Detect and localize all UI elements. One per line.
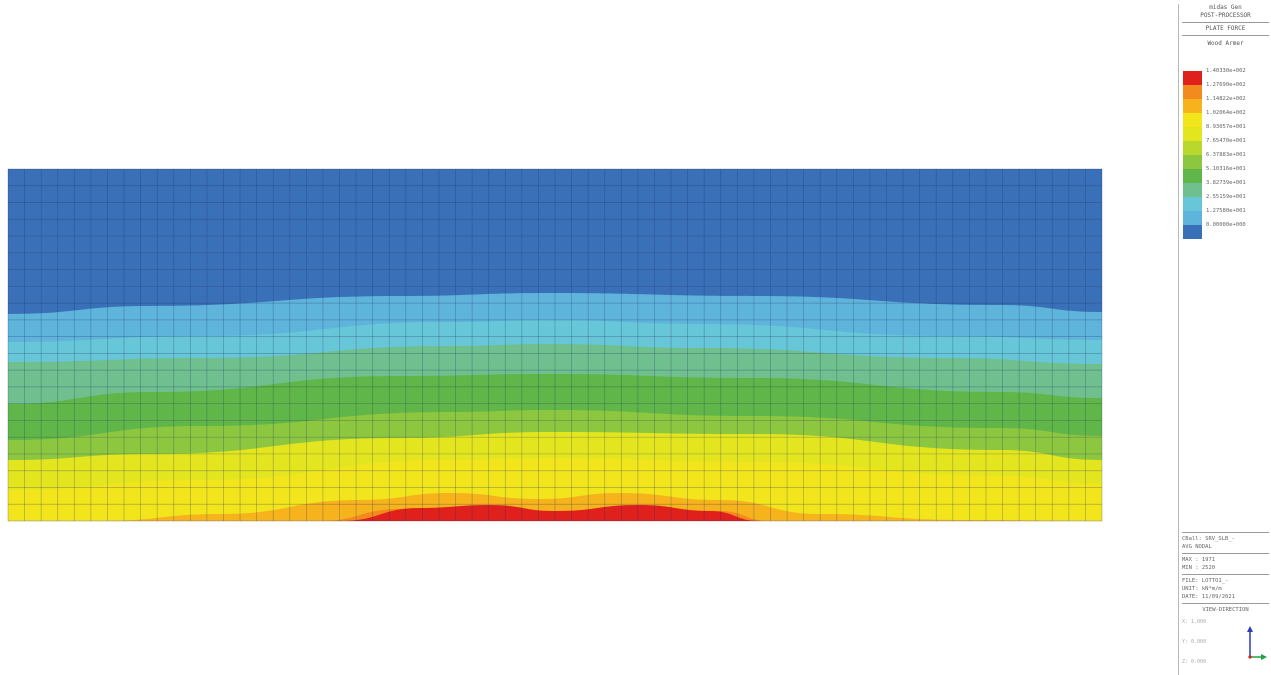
info-line: DATE: 11/09/2021 (1182, 594, 1235, 600)
info-line: MIN : 2520 (1182, 565, 1216, 571)
legend-swatch (1183, 127, 1202, 141)
legend-row: 1.27580e+001 (1182, 208, 1271, 225)
legend-swatch (1183, 71, 1202, 85)
legend-value: 1.40330e+002 (1206, 68, 1246, 74)
legend-swatch (1183, 197, 1202, 211)
legend-swatch (1183, 211, 1202, 225)
info-line: AVG NODAL (1182, 544, 1212, 550)
legend-swatch (1183, 155, 1202, 169)
legend-swatch (1183, 99, 1202, 113)
result-component: Wood Armer (1207, 40, 1244, 47)
legend-row: 1.02064e+002 (1182, 110, 1271, 127)
panel-separator (1178, 4, 1179, 675)
model-viewport[interactable] (0, 0, 1170, 675)
info-divider (1182, 532, 1269, 533)
info-divider (1182, 603, 1269, 604)
legend-row: 7.65470e+001 (1182, 138, 1271, 155)
legend-value: 1.14822e+002 (1206, 96, 1246, 102)
legend-swatch (1183, 113, 1202, 127)
info-line: MAX : 1971 (1182, 557, 1216, 563)
axis-z-value: Z: 0.000 (1182, 659, 1207, 665)
axis-triad-icon (1247, 626, 1267, 660)
legend-swatch (1183, 85, 1202, 99)
contour-plot (7, 168, 1103, 522)
view-direction-label: VIEW-DIRECTION (1202, 607, 1249, 613)
legend-row: 1.14822e+002 (1182, 96, 1271, 113)
legend-value: 6.37883e+001 (1206, 152, 1246, 158)
legend-value: 0.00000e+000 (1206, 222, 1246, 228)
legend-swatch (1183, 183, 1202, 197)
result-info: CBall: SRV_SLB_- AVG NODAL MAX : 1971 MI… (1180, 530, 1271, 614)
legend-row: 3.82739e+001 (1182, 180, 1271, 197)
axis-y-value: Y: 0.000 (1182, 639, 1207, 645)
info-line: CBall: SRV_SLB_- (1182, 536, 1235, 542)
contour-band (8, 458, 1102, 521)
axis-x-value: X: 1.000 (1182, 619, 1207, 625)
info-line: FILE: LOTTO1_- (1182, 578, 1229, 584)
header-divider (1182, 22, 1269, 23)
header-divider (1182, 35, 1269, 36)
legend-row: 2.55159e+001 (1182, 194, 1271, 211)
legend-row: 0.00000e+000 (1182, 222, 1271, 239)
legend-value: 7.65470e+001 (1206, 138, 1246, 144)
contour-band-max (8, 505, 1102, 521)
app-name: midas Gen (1209, 4, 1242, 11)
legend-value: 8.93057e+001 (1206, 124, 1246, 130)
legend-swatch (1183, 169, 1202, 183)
info-divider (1182, 553, 1269, 554)
legend-swatch (1183, 225, 1202, 239)
result-type: PLATE FORCE (1205, 25, 1246, 32)
legend-row: 1.27690e+002 (1182, 82, 1271, 99)
legend-row: 6.37883e+001 (1182, 152, 1271, 169)
legend-value: 1.27580e+001 (1206, 208, 1246, 214)
post-processor-panel: midas Gen POST-PROCESSOR PLATE FORCE Woo… (1180, 4, 1271, 675)
legend-row: 5.10316e+001 (1182, 166, 1271, 183)
module-name: POST-PROCESSOR (1200, 12, 1251, 19)
view-direction-box: X: 1.000 Y: 0.000 Z: 0.000 (1180, 617, 1271, 675)
legend-value: 5.10316e+001 (1206, 166, 1246, 172)
info-line: UNIT: kN*m/m (1182, 586, 1222, 592)
legend-value: 3.82739e+001 (1206, 180, 1246, 186)
legend-value: 2.55159e+001 (1206, 194, 1246, 200)
info-divider (1182, 574, 1269, 575)
contour-band (8, 493, 1102, 521)
legend-value: 1.27690e+002 (1206, 82, 1246, 88)
legend-swatch (1183, 141, 1202, 155)
legend-row: 8.93057e+001 (1182, 124, 1271, 141)
legend-row: 1.40330e+002 (1182, 68, 1271, 85)
legend-value: 1.02064e+002 (1206, 110, 1246, 116)
